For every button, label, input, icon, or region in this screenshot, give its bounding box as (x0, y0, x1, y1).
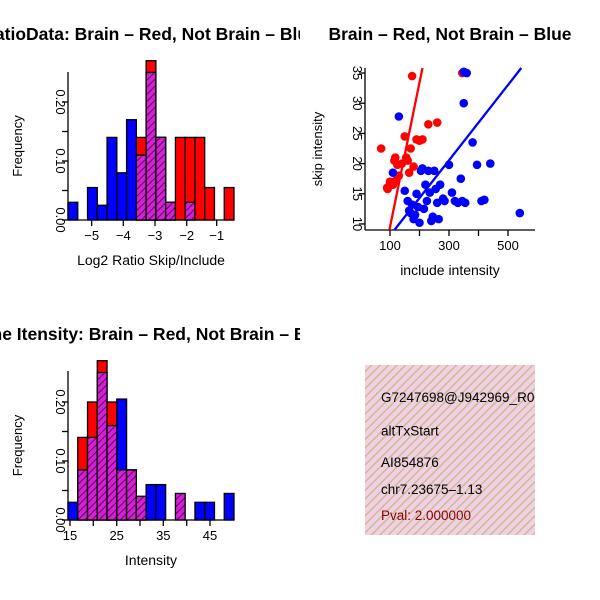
svg-text:15: 15 (63, 528, 77, 543)
svg-text:0.10: 0.10 (53, 448, 68, 473)
svg-text:25: 25 (350, 126, 365, 140)
svg-text:−4: −4 (116, 228, 131, 243)
svg-text:10: 10 (350, 217, 365, 231)
svg-text:20: 20 (350, 156, 365, 170)
svg-text:−5: −5 (84, 228, 99, 243)
svg-text:35: 35 (156, 528, 170, 543)
svg-text:25: 25 (109, 528, 123, 543)
svg-text:AI854876: AI854876 (381, 455, 439, 470)
svg-text:100: 100 (379, 238, 401, 253)
svg-text:Brain – Red, Not Brain – Blue: Brain – Red, Not Brain – Blue (328, 24, 571, 44)
svg-text:G7247698@J942969_R0: G7247698@J942969_R0 (381, 390, 534, 405)
svg-text:−3: −3 (148, 228, 163, 243)
svg-text:−2: −2 (179, 228, 194, 243)
svg-text:0.10: 0.10 (53, 148, 68, 173)
svg-text:Log2 Ratio Skip/Include: Log2 Ratio Skip/Include (77, 252, 225, 268)
svg-text:300: 300 (438, 238, 460, 253)
svg-text:35: 35 (350, 66, 365, 80)
svg-text:Pval: 2.000000: Pval: 2.000000 (381, 508, 471, 523)
svg-text:0.00: 0.00 (53, 207, 68, 232)
svg-text:Frequency: Frequency (10, 115, 25, 177)
svg-text:Intensity: Intensity (125, 552, 177, 568)
svg-text:30: 30 (350, 96, 365, 110)
svg-text:45: 45 (203, 528, 217, 543)
svg-text:RatioData: Brain – Red, Not Br: RatioData: Brain – Red, Not Brain – Blue (0, 24, 300, 44)
svg-text:15: 15 (350, 187, 365, 201)
svg-text:chr7.23675–1.13: chr7.23675–1.13 (381, 482, 482, 497)
svg-text:Frequency: Frequency (10, 414, 25, 476)
svg-text:include intensity: include intensity (400, 262, 500, 278)
svg-text:0.20: 0.20 (53, 89, 68, 114)
svg-text:−1: −1 (209, 228, 224, 243)
svg-text:skip intensity: skip intensity (310, 111, 325, 186)
svg-text:Gene Itensity: Brain – Red, No: Gene Itensity: Brain – Red, Not Brain – … (0, 324, 300, 344)
svg-text:altTxStart: altTxStart (381, 424, 439, 439)
svg-text:500: 500 (497, 238, 519, 253)
svg-text:0.20: 0.20 (53, 389, 68, 414)
